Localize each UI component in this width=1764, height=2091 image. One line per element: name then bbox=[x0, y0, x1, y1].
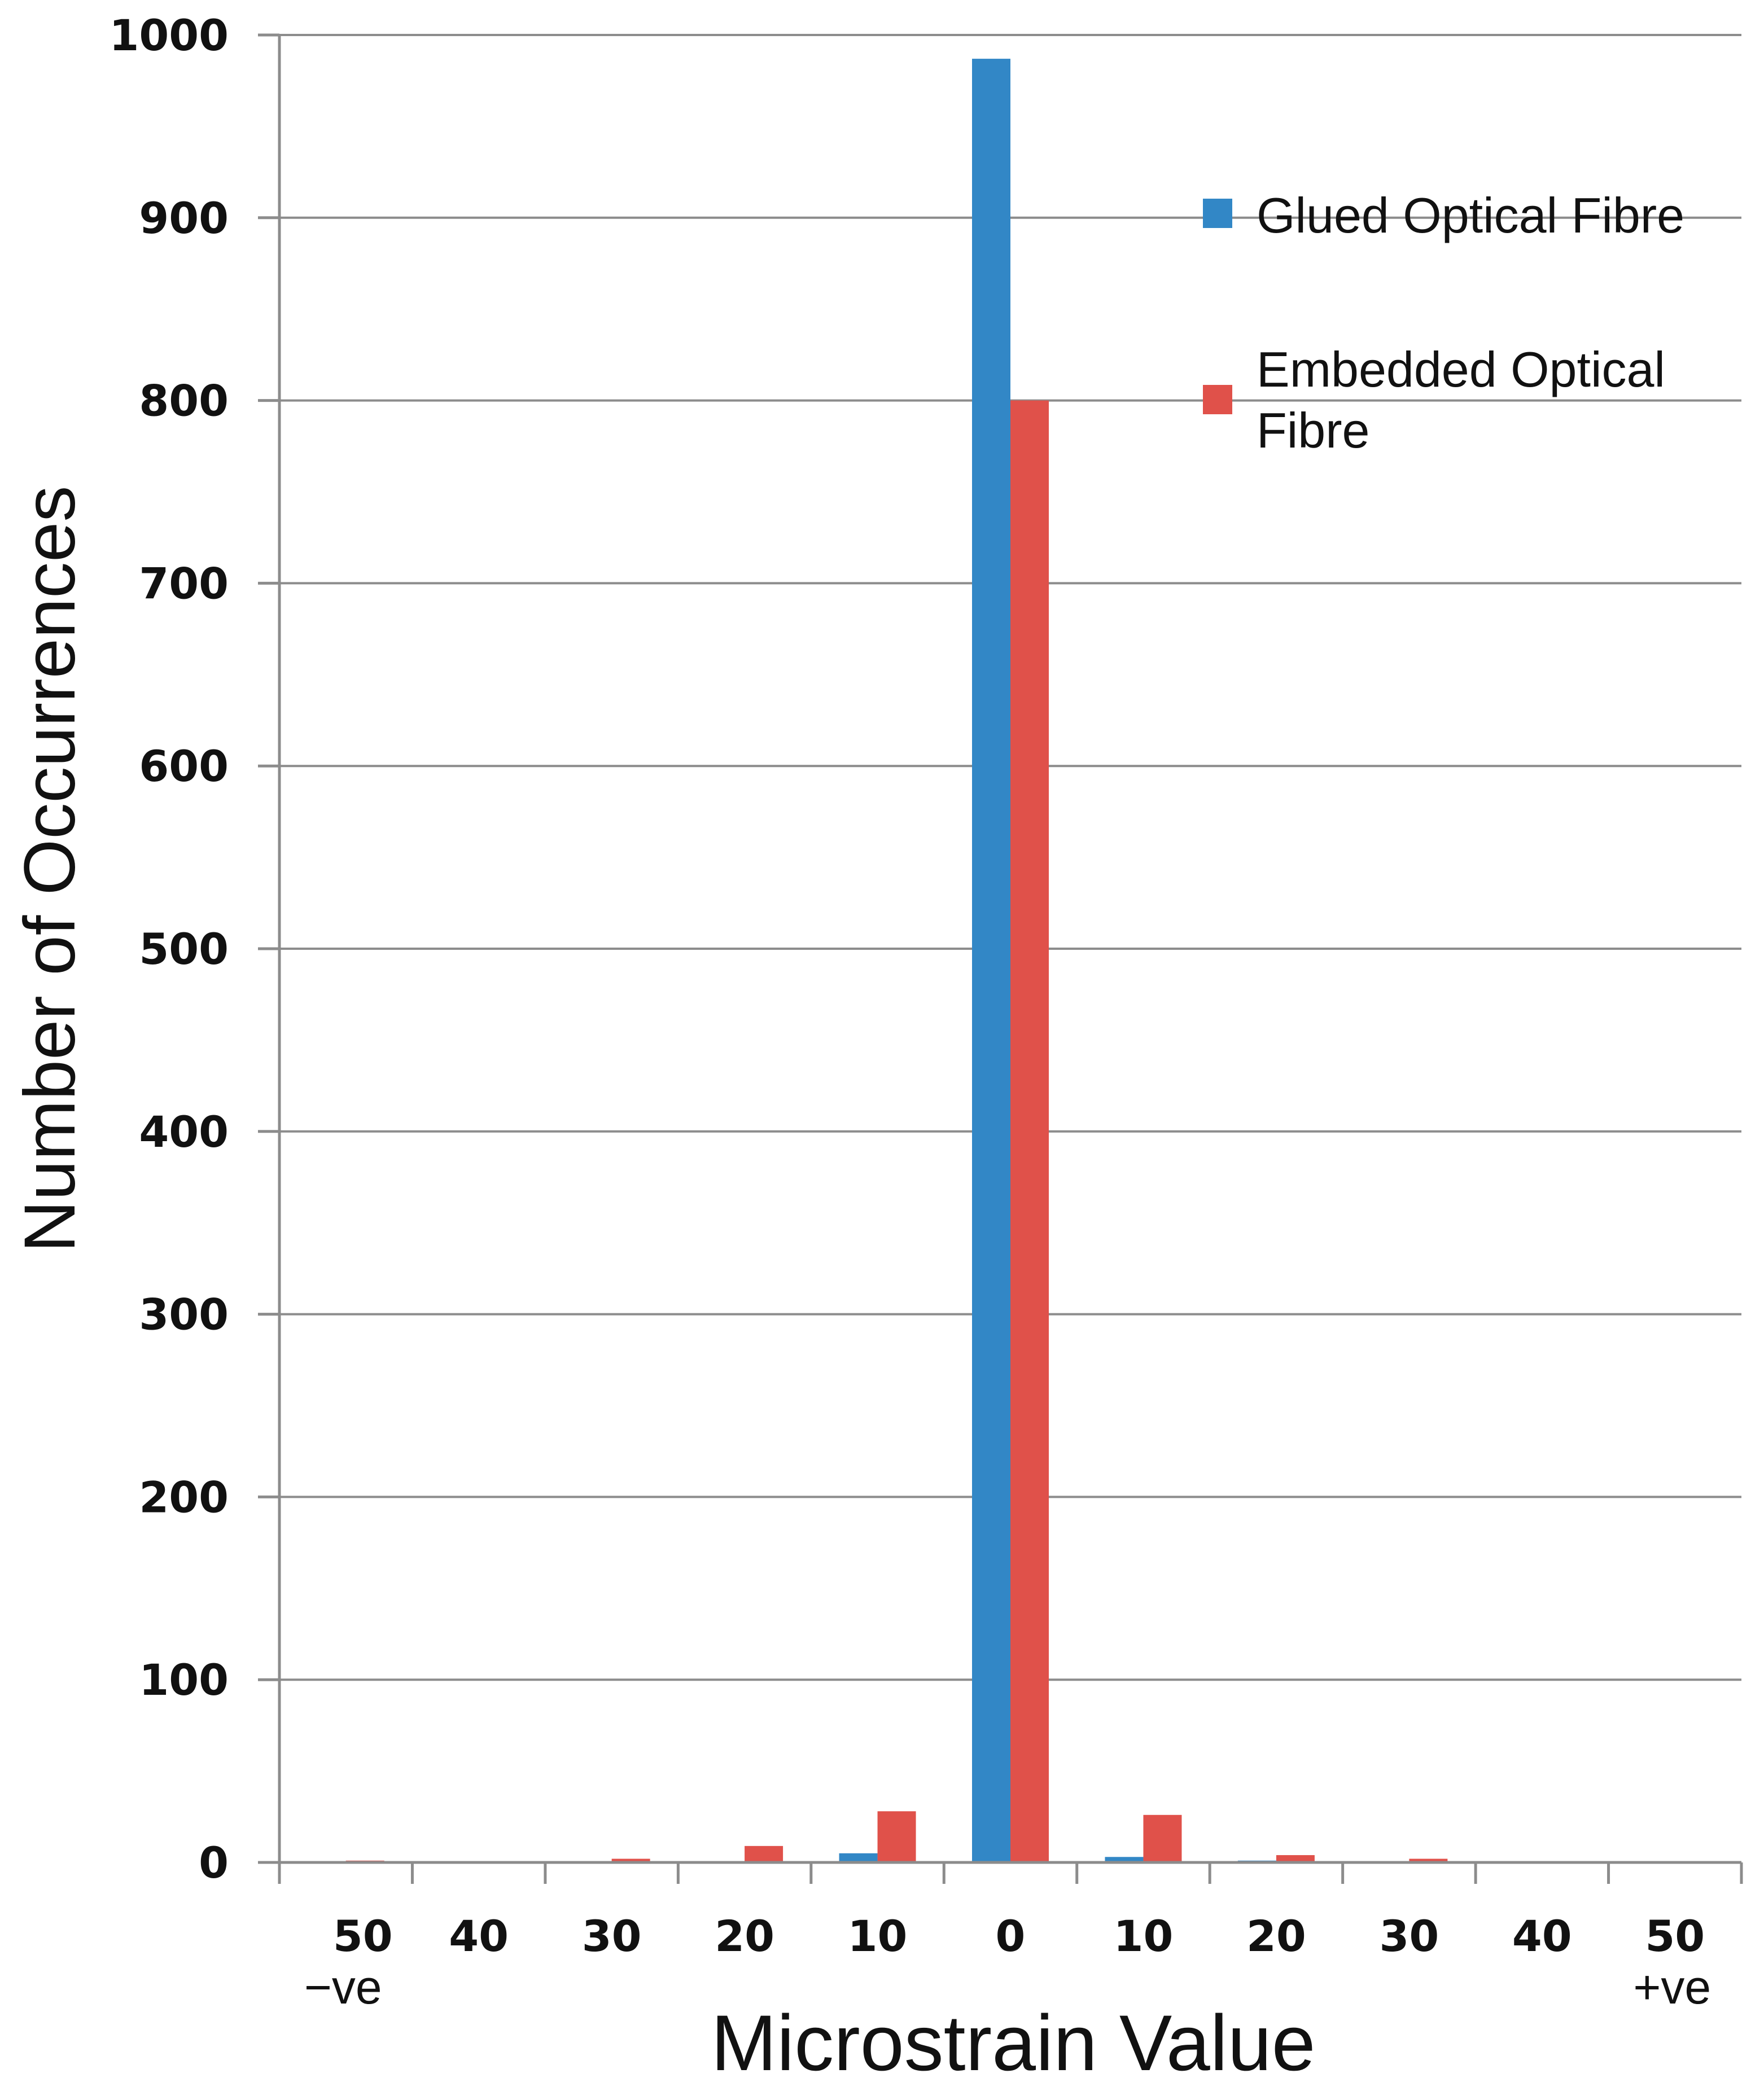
x-tick-label-8: 30 bbox=[1379, 1911, 1439, 1961]
x-tick-label-4: 10 bbox=[848, 1911, 908, 1961]
x-tick-label-10: 50 bbox=[1645, 1911, 1705, 1961]
bar-embedded-4 bbox=[877, 1811, 916, 1862]
x-sub-label-10: +ve bbox=[1633, 1961, 1711, 2014]
legend: Glued Optical Fibre Embedded Optical Fibr… bbox=[1203, 187, 1684, 458]
y-tick-labels: 0 100 200 300 400 500 600 700 800 900 1000 bbox=[109, 10, 229, 1888]
legend-label-embedded: Embedded Optical Fibre bbox=[1257, 341, 1665, 458]
legend-swatch-glued bbox=[1203, 199, 1232, 228]
y-tick-label-1000: 1000 bbox=[109, 10, 229, 60]
bars bbox=[345, 59, 1448, 1863]
y-tick-label-400: 400 bbox=[139, 1107, 229, 1157]
bar-glued-6 bbox=[1105, 1857, 1144, 1862]
bar-embedded-8 bbox=[1409, 1858, 1448, 1862]
legend-swatch-embedded bbox=[1203, 385, 1232, 414]
bar-glued-5 bbox=[972, 59, 1010, 1863]
x-tick-label-3: 20 bbox=[715, 1911, 774, 1961]
y-tick-label-700: 700 bbox=[139, 558, 229, 608]
bar-embedded-6 bbox=[1143, 1814, 1182, 1862]
x-tick-label-9: 40 bbox=[1512, 1911, 1572, 1961]
bar-glued-4 bbox=[839, 1853, 878, 1862]
bar-embedded-7 bbox=[1276, 1855, 1315, 1862]
bar-embedded-5 bbox=[1010, 400, 1049, 1862]
x-tick-label-2: 30 bbox=[582, 1911, 642, 1961]
x-sub-label-0: −ve bbox=[304, 1961, 382, 2014]
x-axis-title: Microstrain Value bbox=[711, 1998, 1315, 2087]
y-tick-label-800: 800 bbox=[139, 376, 229, 426]
axes bbox=[258, 33, 1743, 1884]
x-tick-label-1: 40 bbox=[449, 1911, 509, 1961]
y-tick-label-200: 200 bbox=[139, 1472, 229, 1522]
bar-embedded-3 bbox=[745, 1845, 783, 1862]
x-tick-label-5: 0 bbox=[996, 1911, 1026, 1961]
y-tick-label-900: 900 bbox=[139, 193, 229, 243]
x-tick-label-0: 50 bbox=[333, 1911, 393, 1961]
y-tick-label-500: 500 bbox=[139, 924, 229, 974]
bar-embedded-2 bbox=[611, 1858, 650, 1862]
y-axis-title: Number of Occurrences bbox=[10, 486, 90, 1253]
legend-label-glued: Glued Optical Fibre bbox=[1257, 187, 1684, 243]
y-tick-label-600: 600 bbox=[139, 741, 229, 791]
y-tick-label-100: 100 bbox=[139, 1655, 229, 1705]
x-tick-label-6: 10 bbox=[1114, 1911, 1174, 1961]
x-tick-label-7: 20 bbox=[1246, 1911, 1306, 1961]
y-tick-label-0: 0 bbox=[199, 1838, 229, 1888]
y-tick-label-300: 300 bbox=[139, 1290, 229, 1340]
